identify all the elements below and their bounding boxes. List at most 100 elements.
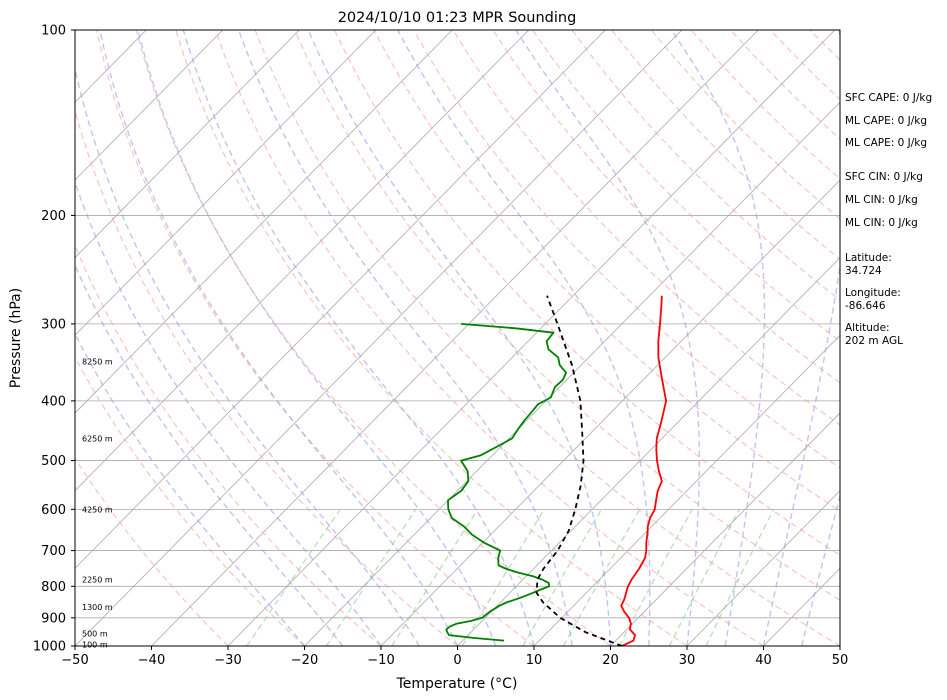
isotherm-line [380,179,840,646]
mixing-ratio-line [522,508,603,646]
dry-adiabat-line [571,30,840,301]
moist-adiabat-line [137,30,497,646]
x-tick-label: −30 [214,653,241,668]
dry-adiabat-line [254,30,840,646]
y-tick-label: 500 [41,454,66,469]
x-tick-label: −10 [367,653,394,668]
height-label: 1300 m [82,603,113,612]
x-tick-label: 50 [832,653,849,668]
stat-item: ML CIN: 0 J/kg [845,194,918,206]
isotherm-line [686,490,840,646]
x-tick-label: 40 [755,653,772,668]
isotherm-line [75,30,683,646]
mixing-ratio-line [562,508,641,646]
height-label: 100 m [82,641,108,650]
isotherm-line [227,30,836,646]
parcel-line [535,295,623,646]
isotherm-line [75,30,606,569]
isotherm-line [75,30,453,414]
mixing-ratio-line [246,508,341,646]
y-tick-label: 300 [41,317,66,332]
x-tick-label: −50 [61,653,88,668]
series-layer [445,295,667,646]
stat-item: Latitude: 34.724 [845,252,892,277]
dry-adiabat-line [452,30,840,426]
stat-item: ML CAPE: 0 J/kg [845,137,928,149]
dry-adiabat-line [413,30,840,469]
background-grid [75,30,840,646]
height-label: 8250 m [82,357,113,366]
height-label: 4250 m [82,505,113,514]
dry-adiabat-line [373,30,840,512]
dry-adiabat-line [96,30,535,646]
y-tick-label: 800 [41,580,66,595]
y-tick-label: 200 [41,209,66,224]
isotherm-line [610,412,840,646]
dry-adiabat-line [175,30,688,646]
height-label: 500 m [82,630,108,639]
moist-adiabat-line [397,30,651,646]
y-tick-label: 700 [41,544,66,559]
moist-adiabat-line [75,180,382,646]
x-tick-label: 30 [679,653,696,668]
axis-ticks: −50 −40 −30 −20 −10 0 10 20 30 40 50 1000 900 800 700 6… [33,24,848,669]
dry-adiabat-line [214,30,764,646]
x-tick-label: −20 [291,653,318,668]
x-tick-label: −40 [138,653,165,668]
isotherm-line [75,30,224,181]
stat-item: SFC CAPE: 0 J/kg [845,92,933,104]
dry-adiabat-line [75,108,458,646]
stat-item: Altitude: 202 m AGL [845,322,903,347]
x-tick-label: 20 [602,653,619,668]
moist-adiabat-line [801,493,840,646]
plot-frame [74,29,841,647]
mixing-ratio-line [705,509,775,646]
stat-item: ML CIN: 0 J/kg [845,217,918,229]
isotherm-line [533,334,840,646]
isotherm-line [75,30,300,259]
mixing-ratio-line [461,508,545,646]
dry-adiabat-line [492,30,840,384]
y-tick-label: 1000 [33,640,66,655]
x-tick-label: 0 [453,653,461,668]
isotherm-line [151,30,759,646]
moist-adiabat-line [515,30,700,646]
dry-adiabat-line [532,30,840,342]
temperature-line [620,295,667,646]
moist-adiabat-line [307,30,612,646]
moist-adiabat-line [99,30,459,646]
mixing-ratio-line [325,508,417,646]
y-tick-label: 600 [41,503,66,518]
height-label: 6250 m [82,434,113,443]
moist-adiabat-line [238,30,573,646]
mixing-ratio-line [391,508,479,646]
dry-adiabat-line [75,457,229,646]
y-tick-label: 100 [41,24,66,39]
chart-title: 2024/10/10 01:23 MPR Sounding [338,10,577,26]
y-tick-label: 400 [41,394,66,409]
moist-adiabat-line [182,30,535,646]
isotherm-line [75,30,377,336]
dry-adiabat-line [294,30,840,601]
mixing-ratio-line [668,509,740,646]
y-tick-label: 900 [41,611,66,626]
dry-adiabat-line [333,30,840,557]
stat-item: Longitude: -86.646 [845,287,901,312]
isotherm-line [75,30,530,492]
moist-adiabat-line [670,30,766,646]
dewpoint-line [445,323,567,642]
dry-adiabat-line [135,30,611,646]
height-labels: 100 m 500 m 1300 m 2250 m 4250 m 6250 m 8250 m [82,357,113,649]
stat-item: SFC CIN: 0 J/kg [845,171,923,183]
dry-adiabat-line [75,244,382,646]
moist-adiabat-line [762,30,840,646]
dry-adiabat-line [75,355,305,646]
mixing-ratio-line [618,508,693,646]
isotherm-line [304,101,840,646]
x-tick-label: 10 [526,653,543,668]
isotherm-line [457,257,840,646]
y-axis-label: Pressure (hPa) [8,288,24,388]
x-axis-label: Temperature (°C) [396,676,518,692]
moist-adiabat-line [75,65,420,646]
